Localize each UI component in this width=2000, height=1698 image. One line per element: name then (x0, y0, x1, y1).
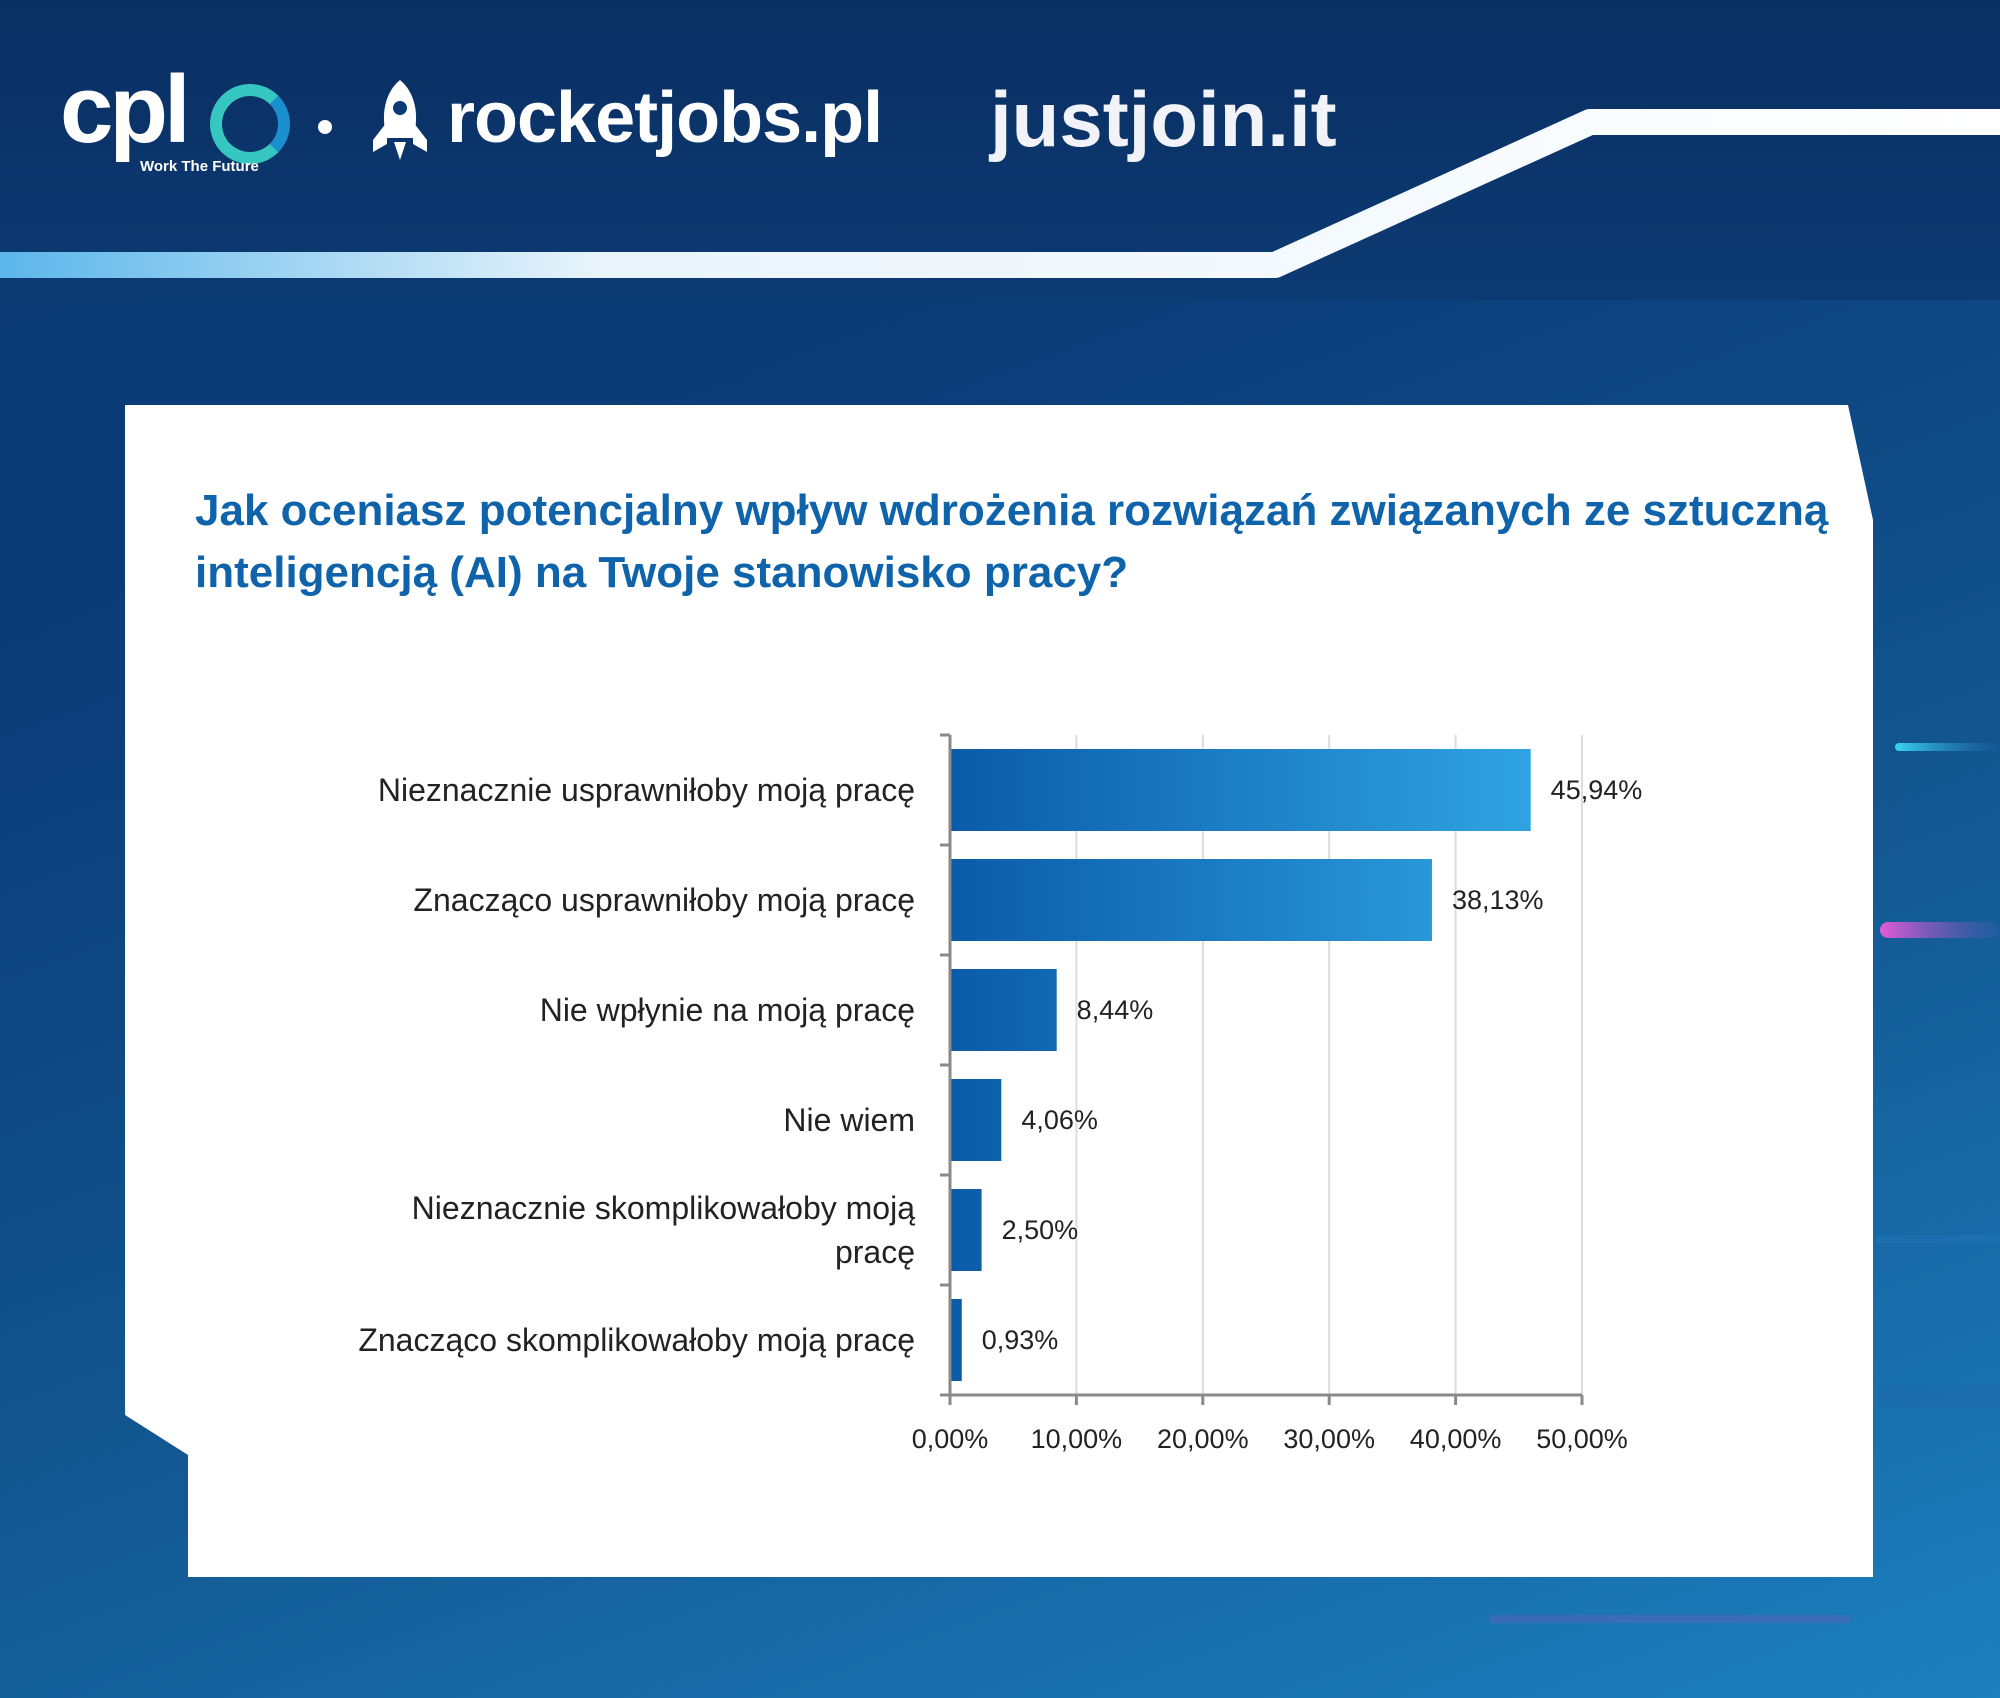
rocketjobs-wordmark: rocketjobs.pl (447, 78, 883, 158)
x-tick-label: 0,00% (911, 1424, 989, 1454)
x-tick-label: 30,00% (1283, 1424, 1375, 1454)
cpl-dot-icon (318, 120, 332, 134)
bar-value-label: 45,94% (1550, 775, 1643, 805)
cpl-logo: cpl Work The Future (60, 56, 332, 182)
bar (950, 749, 1531, 831)
bar-value-label: 4,06% (1021, 1105, 1098, 1135)
category-label: Znacząco usprawniłoby moją pracę (413, 882, 915, 918)
category-label: Nieznacznie usprawniłoby moją pracę (377, 772, 915, 808)
cpl-wordmark: cpl (60, 56, 191, 163)
bar-value-label: 8,44% (1076, 995, 1154, 1025)
header-band (0, 0, 2000, 300)
x-tick-label: 10,00% (1030, 1424, 1123, 1454)
justjoin-logo: justjoin.it (990, 75, 1337, 163)
cpl-tagline: Work The Future (140, 158, 259, 175)
bar-value-label: 2,50% (1001, 1215, 1079, 1245)
x-tick-label: 40,00% (1409, 1424, 1502, 1454)
bar (950, 859, 1432, 941)
category-label: Nieznacznie skomplikowałoby moją pracę (411, 1190, 915, 1270)
bar (950, 1079, 1002, 1161)
category-label: Nie wiem (783, 1102, 915, 1138)
x-tick-label: 50,00% (1536, 1424, 1628, 1454)
bar (950, 1189, 982, 1271)
chart-title: Jak oceniasz potencjalny wpływ wdrożenia… (195, 486, 1829, 597)
bar (950, 1299, 962, 1381)
category-label: Nie wpłynie na moją pracę (539, 992, 915, 1028)
bar (950, 969, 1057, 1051)
header-accent-line (0, 109, 2000, 278)
rocket-icon (373, 80, 427, 160)
x-tick-label: 20,00% (1157, 1424, 1249, 1454)
bar-value-label: 38,13% (1451, 885, 1544, 915)
bar-value-label: 0,93% (981, 1325, 1059, 1355)
category-label: Znacząco skomplikowałoby moją pracę (358, 1322, 915, 1358)
